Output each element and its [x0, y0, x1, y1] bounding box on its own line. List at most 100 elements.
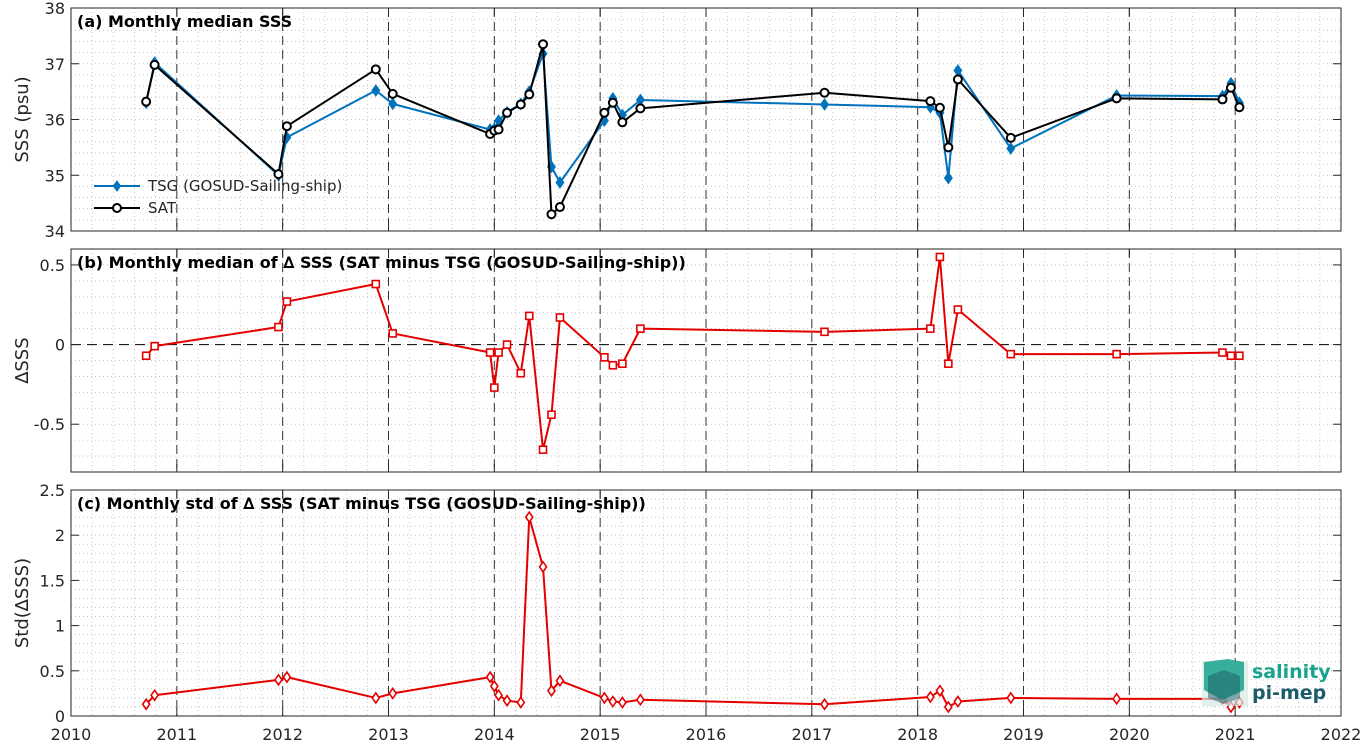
x-tick-label: 2020 — [1109, 725, 1150, 744]
y-tick-label: 0 — [55, 336, 65, 355]
data-point — [555, 313, 565, 322]
legend-label: SAT — [148, 199, 177, 217]
data-point — [1235, 351, 1244, 361]
data-point — [370, 64, 381, 75]
data-point — [141, 96, 152, 107]
data-point — [617, 696, 627, 709]
data-point — [150, 341, 159, 351]
year-lines — [176, 249, 1236, 472]
legend: TSG (GOSUD-Sailing-ship) SAT — [94, 177, 342, 217]
data-point — [273, 673, 283, 687]
data-point — [502, 107, 513, 118]
x-tick-label: 2019 — [1003, 725, 1044, 744]
data-point — [943, 171, 953, 185]
y-tick-label: 38 — [45, 0, 65, 18]
series-line — [145, 516, 1240, 708]
data-point — [149, 59, 160, 70]
data-point — [635, 693, 645, 707]
logo-line1: salinity — [1252, 661, 1331, 683]
panel-b: -0.5 0 0.5 ∆SSS (b) Monthly median of ∆ SSS … — [12, 248, 1342, 473]
data-point — [953, 695, 963, 708]
x-tick-label: 2022 — [1321, 725, 1362, 744]
data-point — [1234, 102, 1245, 113]
panel-title: (c) Monthly std of ∆ SSS (SAT minus TSG … — [77, 494, 646, 513]
y-tick-label: -0.5 — [34, 415, 65, 434]
y-tick-label: 34 — [45, 222, 65, 241]
data-point — [490, 383, 499, 392]
data-point — [282, 297, 292, 306]
data-point — [599, 107, 610, 118]
data-point — [546, 209, 557, 220]
data-point — [516, 368, 526, 378]
legend-marker — [112, 203, 122, 213]
y-tick-label: 0.5 — [40, 662, 65, 681]
data-point — [502, 340, 512, 349]
x-tick-label: 2017 — [791, 725, 832, 744]
y-axis-label: ∆SSS — [12, 337, 33, 384]
series-sat — [141, 39, 1245, 220]
data-point — [926, 324, 935, 333]
data-point — [371, 279, 381, 289]
data-point — [547, 410, 556, 419]
y-tick-label: 1 — [55, 617, 65, 636]
series-delta — [141, 252, 1244, 455]
data-point — [273, 169, 284, 180]
y-tick-label: 0 — [55, 707, 65, 726]
x-tick-label: 2015 — [580, 725, 621, 744]
y-axis-label: Std(∆SSS) — [12, 558, 33, 648]
data-point — [934, 102, 945, 113]
data-point — [141, 351, 151, 361]
data-point — [1111, 93, 1122, 104]
series-line — [145, 52, 1241, 184]
panel-a: 34 35 36 37 38 SSS (psu) (a) Monthly median SS… — [12, 0, 1342, 241]
y-tick-label: 2.5 — [40, 481, 65, 500]
data-point — [1006, 691, 1016, 705]
data-point — [935, 684, 945, 698]
data-point — [925, 690, 935, 704]
legend-label: TSG (GOSUD-Sailing-ship) — [147, 177, 342, 195]
data-point — [943, 142, 954, 153]
data-point — [935, 252, 945, 262]
series-tsg — [141, 47, 1244, 189]
y-tick-label: 35 — [45, 166, 65, 185]
data-point — [538, 445, 548, 455]
data-point — [274, 322, 283, 332]
data-point — [502, 694, 512, 708]
minor-grid — [70, 489, 1342, 717]
data-point — [1218, 348, 1227, 357]
x-tick-label: 2021 — [1215, 725, 1256, 744]
data-point — [635, 103, 646, 114]
data-point — [636, 324, 645, 333]
data-point — [281, 121, 292, 132]
data-point — [141, 697, 151, 711]
data-point — [925, 96, 936, 107]
data-point — [554, 202, 565, 213]
y-tick-label: 37 — [45, 55, 65, 74]
data-point — [953, 305, 963, 314]
data-point — [493, 124, 504, 135]
data-point — [524, 510, 534, 524]
data-point — [515, 99, 526, 110]
data-point — [819, 87, 830, 98]
y-axis-label: SSS (psu) — [12, 76, 33, 162]
data-point — [371, 84, 381, 97]
data-point — [494, 348, 503, 357]
data-point — [1112, 349, 1121, 359]
data-point — [944, 359, 953, 368]
data-point — [820, 697, 830, 711]
data-point — [1112, 692, 1122, 706]
legend-marker — [112, 180, 122, 192]
data-point — [494, 688, 504, 702]
data-point — [618, 359, 627, 368]
y-tick-label: 0.5 — [40, 256, 65, 275]
x-tick-label: 2010 — [51, 725, 92, 744]
series-delta — [141, 510, 1244, 714]
x-tick-label: 2011 — [156, 725, 197, 744]
x-axis: 2010 2011 2012 2013 2014 2015 2016 2017 2018 2019… — [51, 725, 1362, 744]
data-point — [943, 700, 953, 714]
data-point — [1006, 349, 1016, 359]
panels: 34 35 36 37 38 SSS (psu) (a) Monthly median SS… — [12, 0, 1342, 726]
data-point — [820, 98, 830, 111]
data-point — [617, 117, 628, 128]
